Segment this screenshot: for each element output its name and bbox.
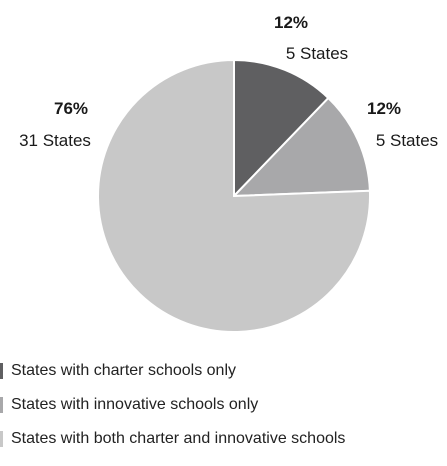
slice-label-pct-charter: 12%: [274, 13, 308, 32]
legend: States with charter schools only States …: [0, 360, 447, 462]
slice-label-pct-innovative: 12%: [367, 99, 401, 118]
legend-item-charter-only: States with charter schools only: [0, 360, 447, 382]
pie-slice-both: [97, 58, 371, 333]
legend-swatch-innovative-only: [0, 397, 3, 413]
pie-slice-charter-only: [233, 58, 330, 199]
legend-swatch-both: [0, 431, 3, 447]
legend-item-innovative-only: States with innovative schools only: [0, 394, 447, 416]
slice-label-pct-both: 76%: [54, 99, 88, 118]
slice-labels: 12% 5 States 12% 5 States 76% 31 States: [19, 13, 438, 150]
pie-chart: 12% 5 States 12% 5 States 76% 31 States: [19, 13, 438, 333]
legend-item-both: States with both charter and innovative …: [0, 428, 447, 450]
legend-label-both: States with both charter and innovative …: [11, 430, 346, 447]
legend-label-innovative-only: States with innovative schools only: [11, 396, 259, 413]
legend-label-charter-only: States with charter schools only: [11, 362, 236, 379]
slice-label-count-charter: 5 States: [286, 44, 348, 63]
legend-swatch-charter-only: [0, 363, 3, 379]
pie-slices: [97, 58, 371, 333]
slice-label-count-both: 31 States: [19, 131, 91, 150]
pie-slice-innovative-only: [231, 96, 371, 198]
slice-label-count-innovative: 5 States: [376, 131, 438, 150]
